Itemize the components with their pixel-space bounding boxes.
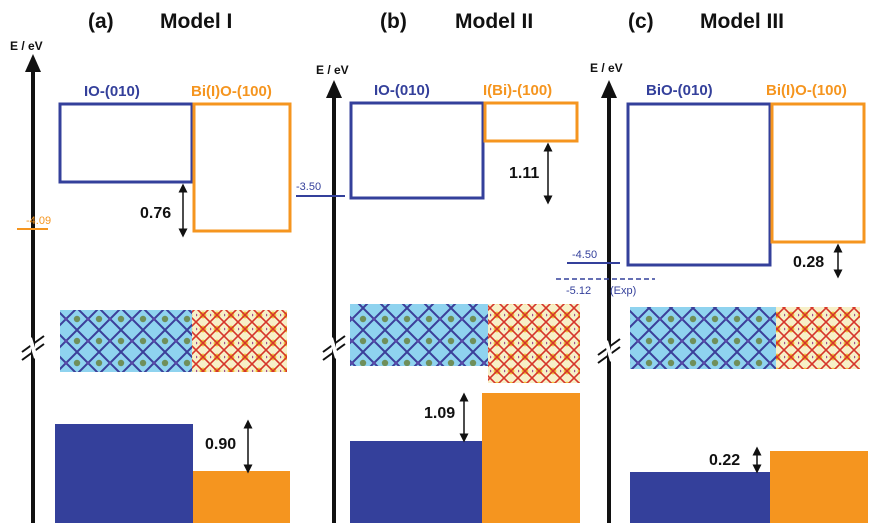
panel-a-letter: (a)	[88, 10, 114, 33]
panel-b-letter: (b)	[380, 10, 407, 33]
panel-c-structure-orange-slab	[776, 307, 860, 369]
panel-b-right-box-label: I(Bi)-(100)	[483, 82, 552, 99]
panel-c-right-band-box	[770, 102, 866, 244]
panel-c-left-box-label: BiO-(010)	[646, 82, 713, 99]
panel-b-left-band-box	[349, 101, 485, 200]
panel-b-structure-blue-slab	[350, 304, 488, 366]
panel-a-structure-blue-slab	[60, 310, 192, 372]
panel-c-exp-level-label: -5.12	[566, 285, 591, 297]
panel-b-axis-arrowhead	[326, 80, 342, 98]
panel-a-structure-orange-slab	[192, 310, 287, 372]
panel-c-exp-level-note: (Exp)	[610, 285, 636, 297]
panel-c-axis-label: E / eV	[590, 61, 623, 75]
panel-c-right-box-label: Bi(I)O-(100)	[766, 82, 847, 99]
panel-a-right-band-box	[192, 102, 292, 233]
panel-a-left-lower-bar	[55, 424, 193, 523]
panel-c-energy-level-label: -4.50	[572, 249, 597, 261]
panel-b: (b) Model II E / eV IO-(010) I(Bi)-(100)…	[296, 10, 580, 523]
panel-a: (a) Model I E / eV IO-(010) Bi(I)O-(100)…	[10, 10, 292, 523]
panel-c-axis-break	[597, 338, 621, 364]
panel-c-letter: (c)	[628, 10, 654, 33]
panel-b-title: Model II	[455, 10, 533, 33]
panel-a-lower-offset-label: 0.90	[205, 436, 236, 453]
panel-a-axis-arrowhead	[25, 54, 41, 72]
panel-c: (c) Model III E / eV BiO-(010) Bi(I)O-(1…	[556, 10, 868, 523]
panel-a-axis-label: E / eV	[10, 39, 43, 53]
panel-b-axis-break	[322, 335, 346, 361]
panel-a-energy-level-label: -4.09	[26, 215, 51, 227]
panel-a-left-band-box	[58, 102, 194, 184]
panel-b-left-box-label: IO-(010)	[374, 82, 430, 99]
panel-c-structure-blue-slab	[630, 307, 776, 369]
panel-c-left-band-box	[626, 102, 772, 267]
panel-b-right-band-box	[483, 101, 579, 143]
panel-b-lower-offset-label: 1.09	[424, 405, 455, 422]
panel-b-energy-level-label: -3.50	[296, 181, 321, 193]
panel-a-title: Model I	[160, 10, 232, 33]
panel-a-left-box-label: IO-(010)	[84, 83, 140, 100]
panel-c-upper-offset-label: 0.28	[793, 254, 824, 271]
panel-c-lower-offset-label: 0.22	[709, 452, 740, 469]
panel-c-axis-arrowhead	[601, 80, 617, 98]
panel-b-right-lower-bar	[482, 393, 580, 523]
panel-b-axis-label: E / eV	[316, 63, 349, 77]
panel-a-right-lower-bar	[193, 471, 290, 523]
panel-b-structure-orange-slab	[488, 304, 580, 383]
panel-b-upper-offset-label: 1.11	[509, 165, 539, 182]
panel-a-axis-break	[21, 335, 45, 361]
panel-a-upper-offset-label: 0.76	[140, 205, 171, 222]
panel-c-right-lower-bar	[770, 451, 868, 523]
panel-c-title: Model III	[700, 10, 784, 33]
panel-a-right-box-label: Bi(I)O-(100)	[191, 83, 272, 100]
panel-c-left-lower-bar	[630, 472, 770, 523]
panel-b-left-lower-bar	[350, 441, 482, 523]
